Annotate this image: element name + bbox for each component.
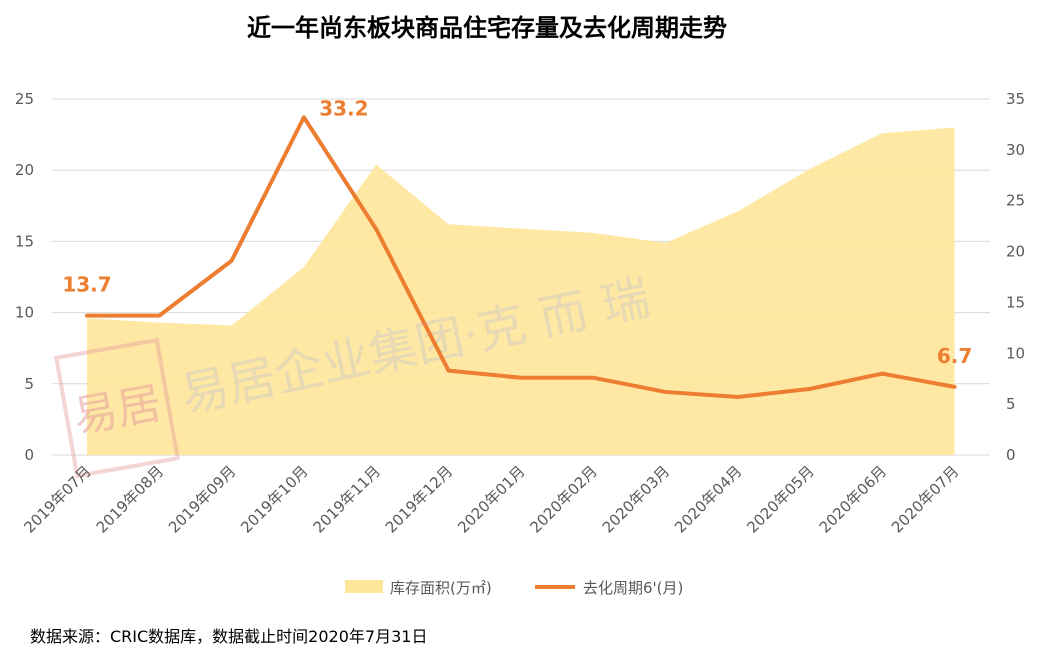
- x-tick-label: 2019年11月: [310, 462, 384, 536]
- right-tick-label: 35: [1006, 90, 1025, 108]
- data-label: 13.7: [62, 273, 111, 297]
- chart-title: 近一年尚东板块商品住宅存量及去化周期走势: [247, 14, 727, 42]
- left-tick-label: 25: [15, 90, 34, 108]
- data-label: 33.2: [319, 96, 368, 120]
- left-axis-ticks: 0 5 10 15 20 25: [15, 90, 34, 464]
- line-cycle: [85, 115, 957, 400]
- right-tick-label: 20: [1006, 243, 1025, 261]
- right-tick-label: 15: [1006, 293, 1025, 311]
- legend-label-cycle: 去化周期6'(月): [583, 579, 683, 597]
- right-tick-label: 5: [1006, 395, 1016, 413]
- x-axis-ticks: 2019年07月2019年08月2019年09月2019年10月2019年11月…: [20, 462, 962, 536]
- x-tick-label: 2020年06月: [816, 462, 890, 536]
- x-tick-label: 2019年09月: [165, 462, 239, 536]
- legend-swatch-inventory: [345, 580, 383, 593]
- x-tick-label: 2020年05月: [743, 462, 817, 536]
- area-inventory: [87, 127, 955, 455]
- watermark-stamp: [54, 337, 180, 479]
- x-tick-label: 2020年02月: [526, 462, 600, 536]
- x-tick-label: 2020年07月: [888, 462, 962, 536]
- line-series-layer: [85, 115, 957, 400]
- legend-label-inventory: 库存面积(万㎡): [390, 579, 492, 597]
- left-tick-label: 15: [15, 232, 34, 250]
- x-tick-label: 2019年07月: [20, 462, 94, 536]
- x-tick-label: 2019年12月: [382, 462, 456, 536]
- data-label: 6.7: [937, 344, 972, 368]
- source-note: 数据来源：CRIC数据库，数据截止时间2020年7月31日: [30, 627, 427, 646]
- x-tick-label: 2019年10月: [237, 462, 311, 536]
- x-tick-label: 2020年03月: [599, 462, 673, 536]
- area-series-layer: [87, 127, 955, 455]
- left-tick-label: 10: [15, 304, 34, 322]
- left-tick-label: 5: [24, 375, 34, 393]
- legend: 库存面积(万㎡) 去化周期6'(月): [345, 579, 683, 597]
- right-tick-label: 10: [1006, 344, 1025, 362]
- x-tick-label: 2020年01月: [454, 462, 528, 536]
- left-tick-label: 20: [15, 161, 34, 179]
- data-labels: 13.7 33.2 6.7: [62, 96, 972, 368]
- right-axis-ticks: 0 5 10 15 20 25 30 35: [1006, 90, 1025, 464]
- right-tick-label: 0: [1006, 446, 1016, 464]
- right-tick-label: 30: [1006, 141, 1025, 159]
- right-tick-label: 25: [1006, 192, 1025, 210]
- x-tick-label: 2020年04月: [671, 462, 745, 536]
- left-tick-label: 0: [24, 446, 34, 464]
